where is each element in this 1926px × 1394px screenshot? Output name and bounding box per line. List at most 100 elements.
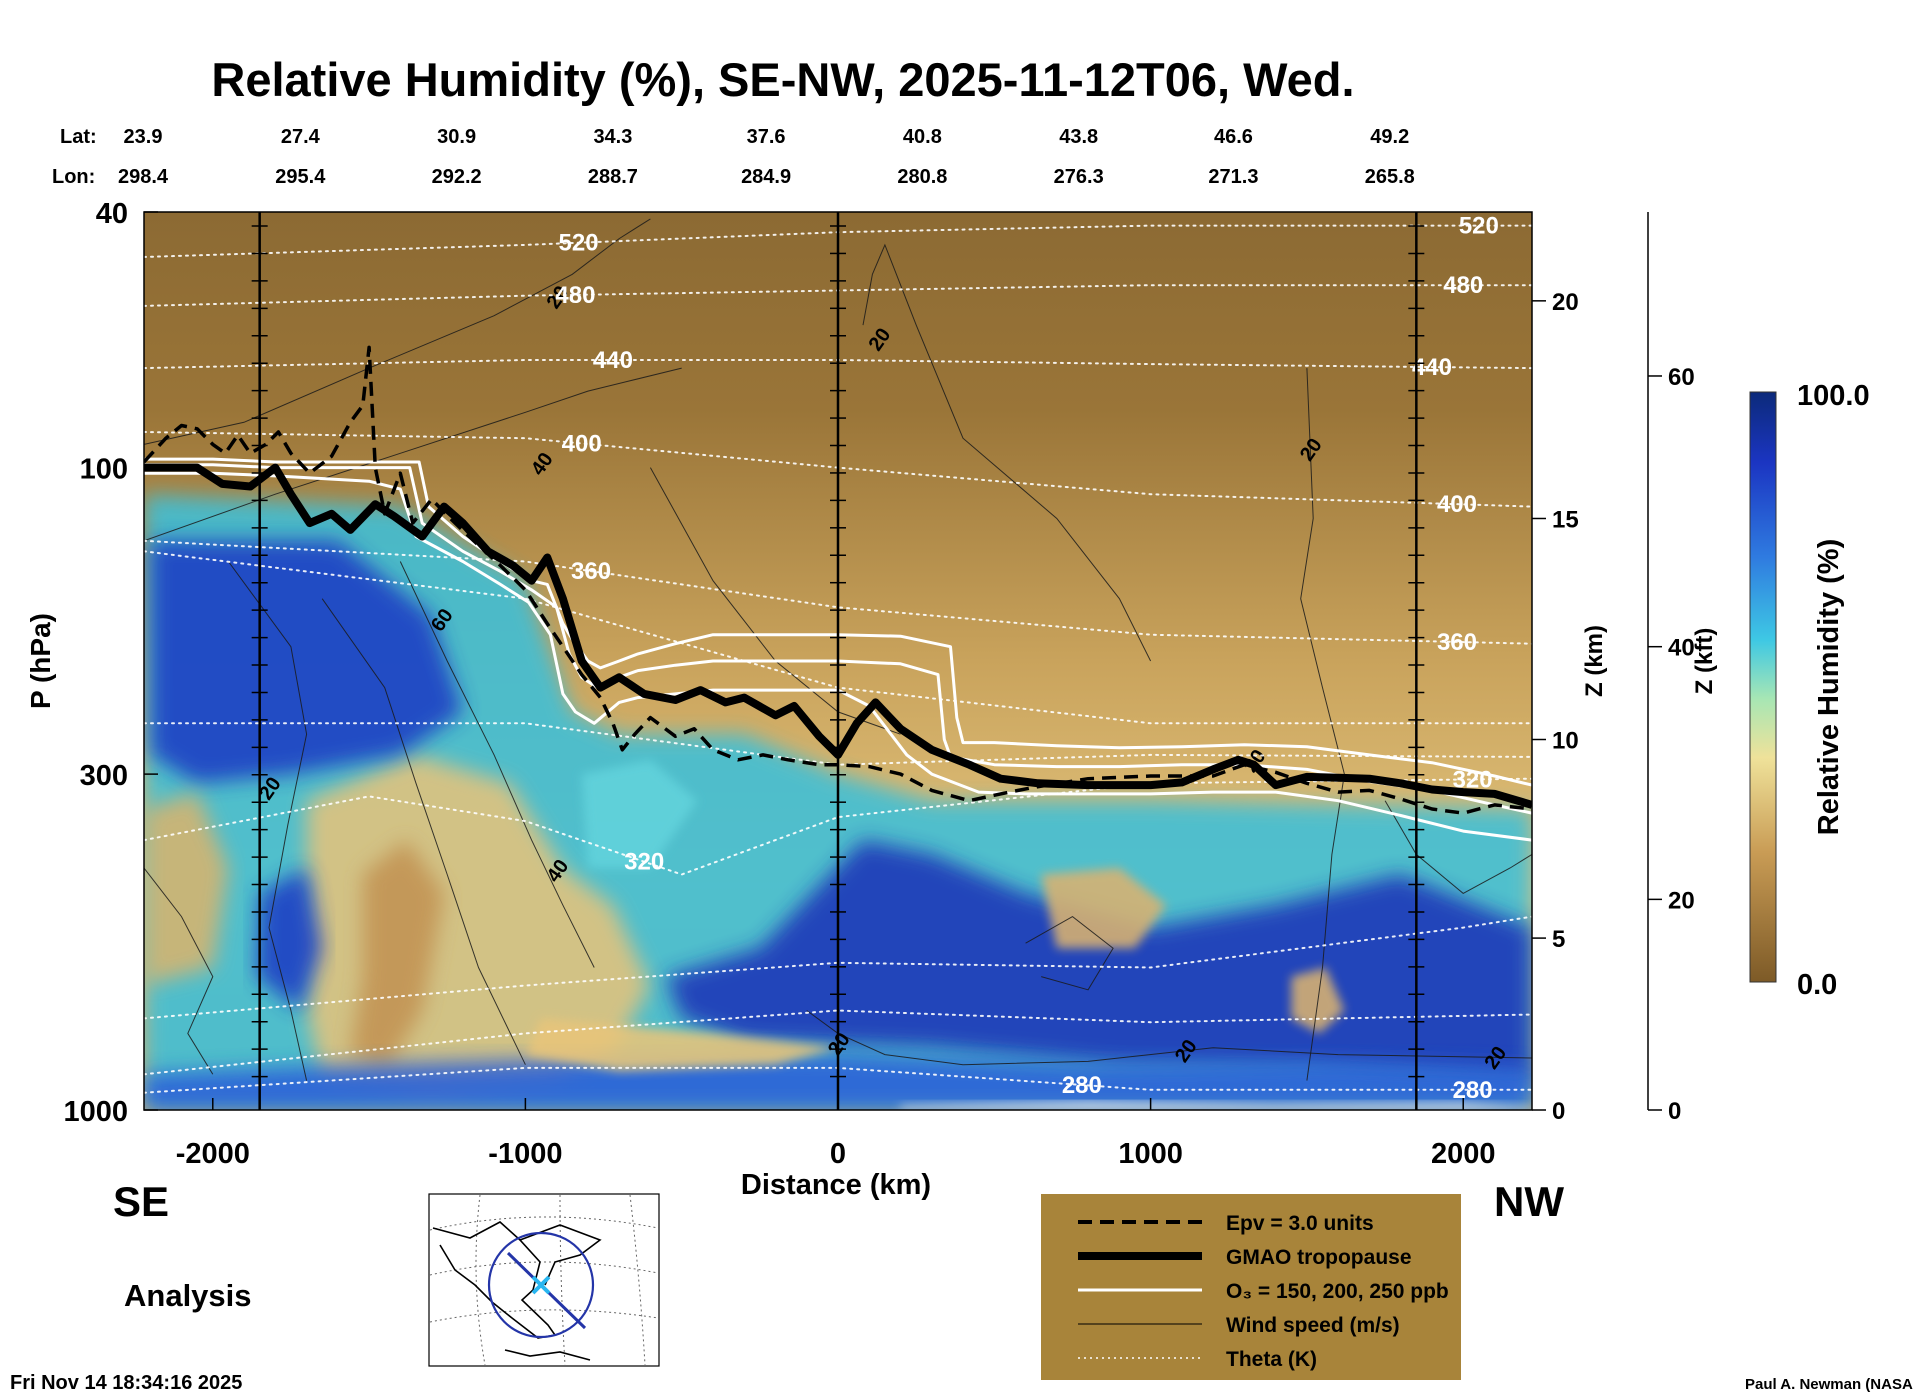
rh-field-feature (350, 840, 445, 1068)
colorbar-max-label: 100.0 (1797, 380, 1870, 412)
theta-contour (144, 539, 1532, 645)
x-axis-tick-label: 1000 (1118, 1138, 1183, 1170)
wind-speed-contour (399, 561, 595, 968)
theta-contour-label: 480 (555, 282, 595, 309)
theta-contour-label: 440 (593, 347, 633, 374)
legend: Epv = 3.0 units GMAO tropopause O₃ = 150, … (1041, 1194, 1461, 1380)
z-km-tick-label: 5 (1552, 926, 1565, 953)
z-kft-tick-label: 60 (1668, 364, 1695, 391)
station-lon: 271.3 (1208, 166, 1258, 188)
theta-contour-label: 360 (571, 558, 611, 585)
nw-direction-label: NW (1494, 1178, 1564, 1225)
legend-items: Epv = 3.0 units GMAO tropopause O₃ = 150, … (1078, 1212, 1449, 1371)
theta-contour-label: 480 (1443, 272, 1483, 299)
legend-label: O₃ = 150, 200, 250 ppb (1226, 1280, 1449, 1303)
legend-label: Epv = 3.0 units (1226, 1212, 1374, 1235)
x-axis: -2000 -1000 0 1000 2000 (176, 1098, 1496, 1170)
x-axis-label: Distance (km) (741, 1169, 931, 1201)
z-kft-axis-label: Z (kft) (1691, 628, 1718, 695)
theta-contour-label: 400 (1437, 491, 1477, 518)
y-axis-tick-label: 1000 (63, 1096, 128, 1128)
wind-speed-contour (1025, 916, 1114, 991)
z-km-tick-label: 15 (1552, 506, 1579, 533)
station-lon: 276.3 (1054, 166, 1104, 188)
colorbar-gradient (1749, 391, 1777, 983)
wind-speed-contour (227, 561, 308, 1081)
tropopause-curve (144, 463, 1532, 809)
station-lon: 295.4 (275, 166, 326, 188)
tropopause-line (144, 463, 1532, 809)
x-axis-tick-label: -1000 (488, 1138, 562, 1170)
wind-speed-contour (1384, 800, 1532, 895)
wind-speed-contour (806, 1010, 1532, 1066)
station-lon: 298.4 (118, 166, 169, 188)
y-axis-tick-label: 40 (96, 198, 128, 230)
z-kft-axis: 0 20 40 60 (1647, 212, 1695, 1125)
x-axis-tick-label: -2000 (176, 1138, 250, 1170)
theta-contour-label: 360 (1437, 629, 1477, 656)
legend-box (1041, 1194, 1461, 1380)
station-lat: 46.6 (1214, 126, 1253, 148)
rh-field-feature (1041, 868, 1167, 949)
timestamp-label: Fri Nov 14 18:34:16 2025 (10, 1372, 242, 1394)
station-lat: 30.9 (437, 126, 476, 148)
inset-map-center-marker (531, 1275, 551, 1295)
inset-map-graticule (429, 1194, 659, 1366)
z-kft-tick-label: 40 (1668, 635, 1695, 662)
epv-contour-line (144, 345, 1532, 815)
rh-field-feature (900, 1101, 1532, 1110)
x-axis-tick-label: 0 (830, 1138, 846, 1170)
y-axis: 40 100 300 1000 (63, 198, 158, 1128)
epv-contour (144, 345, 1532, 815)
station-lat: 23.9 (124, 126, 163, 148)
x-axis-tick-label: 2000 (1431, 1138, 1496, 1170)
z-km-axis-label: Z (km) (1581, 625, 1608, 697)
station-lat: 34.3 (593, 126, 632, 148)
chart-title: Relative Humidity (%), SE-NW, 2025-11-12… (211, 53, 1354, 106)
z-km-tick-label: 20 (1552, 289, 1579, 316)
station-header: Lat: Lon: 23.9 298.4 27.4 295.4 30.9 292.2 34.… (52, 126, 1415, 188)
theta-contour-label: 400 (562, 431, 602, 458)
station-lat: 40.8 (903, 126, 942, 148)
vertical-marker-lines (251, 212, 1425, 1110)
wind-speed-contour (321, 598, 526, 1065)
z-kft-tick-label: 0 (1668, 1098, 1681, 1125)
station-lon: 284.9 (741, 166, 791, 188)
station-lon: 280.8 (897, 166, 947, 188)
theta-contour-label: 320 (624, 849, 664, 876)
z-kft-tick-label: 20 (1668, 887, 1695, 914)
lon-row-label: Lon: (52, 166, 95, 188)
lat-row-label: Lat: (60, 126, 97, 148)
colorbar-min-label: 0.0 (1797, 969, 1837, 1001)
theta-contour (144, 777, 1532, 876)
station-lon: 288.7 (588, 166, 638, 188)
legend-label: Wind speed (m/s) (1226, 1314, 1400, 1337)
rh-field-feature (144, 792, 229, 986)
station-lon: 265.8 (1365, 166, 1415, 188)
wind-speed-contour (1300, 368, 1345, 1081)
se-direction-label: SE (113, 1178, 169, 1225)
theta-contour-label: 280 (1062, 1072, 1102, 1099)
station-lat: 37.6 (747, 126, 786, 148)
legend-label: GMAO tropopause (1226, 1246, 1412, 1269)
wind-speed-contour (144, 367, 682, 542)
inset-map-coastline (432, 1221, 602, 1361)
station-lat: 27.4 (281, 126, 321, 148)
wind-speed-contour (144, 218, 651, 445)
analysis-label: Analysis (124, 1278, 252, 1313)
theta-contour (144, 722, 1532, 766)
theta-contour-label: 520 (1459, 213, 1499, 240)
z-km-tick-label: 10 (1552, 728, 1579, 755)
rh-field-feature (525, 1018, 838, 1072)
z-km-axis: 0 5 10 15 20 (1532, 289, 1579, 1125)
theta-contour-label: 280 (1453, 1077, 1493, 1104)
rh-field-feature (581, 759, 698, 868)
legend-label: Theta (K) (1226, 1348, 1317, 1371)
credit-label: Paul A. Newman (NASA (1745, 1376, 1913, 1393)
colorbar: 100.0 0.0 Relative Humidity (%) (1749, 380, 1870, 1001)
station-lon: 292.2 (432, 166, 482, 188)
theta-contour-label: 440 (1412, 354, 1452, 381)
wind-speed-contour (862, 243, 1152, 662)
